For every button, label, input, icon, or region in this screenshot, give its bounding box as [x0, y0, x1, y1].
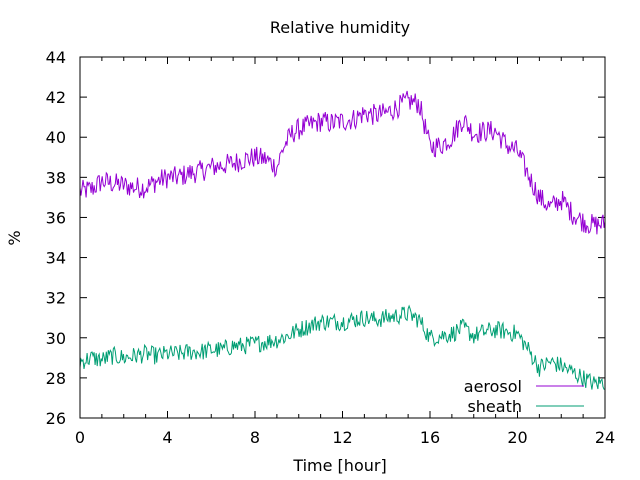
y-tick-label: 30 — [46, 329, 66, 348]
x-tick-label: 0 — [75, 428, 85, 447]
x-tick-label: 12 — [332, 428, 352, 447]
series-line-aerosol — [79, 90, 606, 235]
x-tick-label: 24 — [595, 428, 615, 447]
y-tick-label: 44 — [46, 48, 66, 67]
x-tick-label: 8 — [250, 428, 260, 447]
x-tick-label: 16 — [420, 428, 440, 447]
y-tick-label: 32 — [46, 289, 66, 308]
y-tick-label: 34 — [46, 249, 66, 268]
x-tick-label: 4 — [162, 428, 172, 447]
axis-ticks: 26 28 30 32 34 36 38 40 42 44 0 4 8 12 16 20 24 — [46, 48, 616, 447]
y-tick-label: 28 — [46, 369, 66, 388]
y-tick-label: 40 — [46, 128, 66, 147]
y-tick-label: 38 — [46, 168, 66, 187]
y-tick-label: 26 — [46, 409, 66, 428]
series-lines — [79, 90, 606, 390]
series-line-sheath — [79, 304, 606, 390]
legend-label-sheath: sheath — [467, 397, 522, 416]
plot-frame — [79, 56, 606, 419]
y-tick-label: 42 — [46, 88, 66, 107]
chart-title: Relative humidity — [270, 18, 410, 37]
y-axis-label: % — [5, 230, 24, 245]
y-tick-label: 36 — [46, 208, 66, 227]
legend-label-aerosol: aerosol — [464, 377, 522, 396]
x-axis-label: Time [hour] — [292, 456, 386, 475]
x-tick-label: 20 — [507, 428, 527, 447]
